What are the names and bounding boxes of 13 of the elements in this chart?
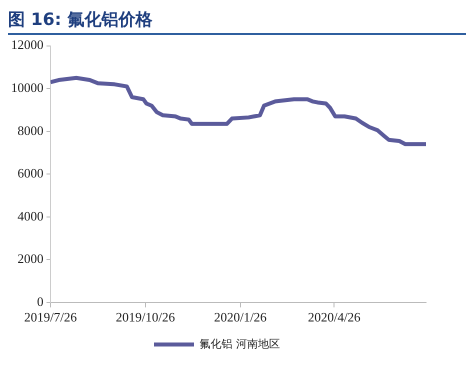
chart-title: 图 16: 氟化铝价格 [8, 8, 466, 35]
y-tick-label: 4000 [18, 208, 44, 224]
x-tick-label: 2019/7/26 [24, 310, 78, 325]
x-tick-label: 2020/1/26 [214, 310, 268, 325]
y-tick-label: 6000 [18, 166, 44, 181]
y-tick-label: 10000 [11, 80, 44, 95]
x-tick-label: 2019/10/26 [116, 310, 176, 325]
legend-label: 氟化铝 河南地区 [200, 337, 280, 350]
y-tick-label: 2000 [18, 251, 44, 266]
y-tick-label: 12000 [11, 37, 44, 52]
y-tick-label: 0 [37, 294, 44, 309]
x-tick-label: 2020/4/26 [308, 310, 362, 325]
y-tick-label: 8000 [18, 122, 44, 138]
